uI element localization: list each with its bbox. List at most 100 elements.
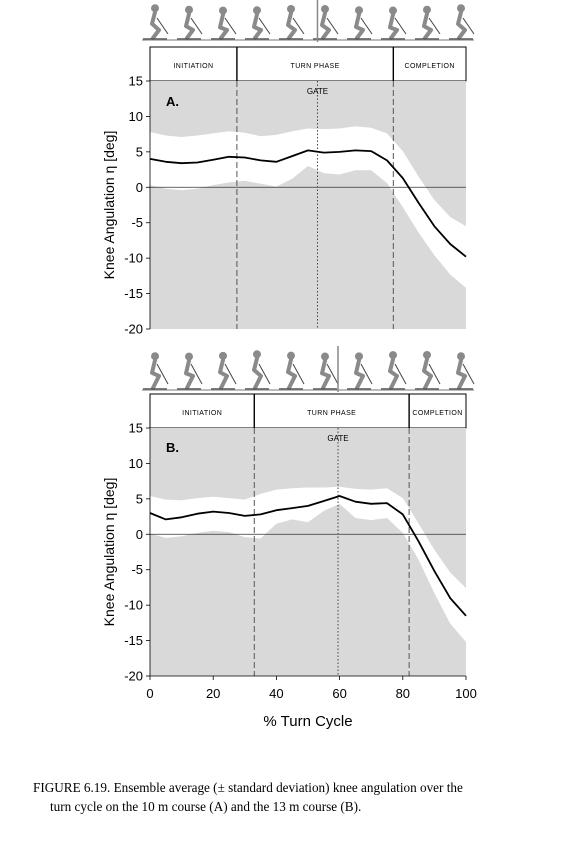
- y-tick-label: -20: [124, 322, 143, 337]
- skier-figure: [177, 352, 203, 390]
- skier-body: [456, 358, 467, 390]
- y-tick-label: -5: [131, 562, 143, 577]
- skier-head: [457, 352, 465, 361]
- ski-pole: [462, 17, 475, 35]
- ski-pole: [156, 17, 169, 35]
- skier-body: [354, 358, 365, 390]
- x-tick-label: 80: [396, 686, 410, 701]
- skier-body: [354, 12, 365, 40]
- ski-pole: [394, 17, 407, 35]
- skier-head: [287, 351, 295, 360]
- ski-pole: [428, 363, 441, 385]
- skier-figure: [245, 6, 271, 40]
- ski-pole: [326, 363, 339, 385]
- chart-panel-a: INITIATION TURN PHASE COMPLETION GATE A. 15 10…: [101, 46, 467, 337]
- skier-figure: [177, 5, 203, 40]
- ski-pole: [224, 363, 237, 385]
- skier-body: [456, 10, 467, 40]
- y-tick-label: 5: [136, 491, 143, 506]
- phase-label: COMPLETION: [412, 410, 462, 417]
- figure: INITIATION TURN PHASE COMPLETION GATE A. 15 10…: [101, 0, 477, 730]
- skier-figure: [381, 351, 407, 390]
- phase-label: TURN PHASE: [291, 63, 340, 70]
- skier-body: [252, 12, 263, 40]
- skier-figure: [381, 6, 407, 40]
- y-tick-label: 10: [129, 109, 143, 124]
- skier-figure: [245, 350, 271, 390]
- y-tick-label: 5: [136, 144, 143, 159]
- y-tick-label: 15: [129, 74, 143, 89]
- phase-header: [149, 393, 467, 429]
- skier-body: [422, 356, 433, 390]
- skier-head: [253, 350, 261, 359]
- ski-pole: [156, 363, 169, 385]
- gate-label: GATE: [307, 87, 328, 96]
- ski-pole: [292, 17, 305, 35]
- ski-pole: [190, 363, 203, 385]
- ski-pole: [394, 363, 407, 385]
- skier-figure: [143, 352, 169, 390]
- skier-body: [184, 11, 195, 40]
- skier-head: [185, 352, 193, 361]
- x-tick-label: 20: [206, 686, 220, 701]
- gate-label: GATE: [327, 434, 348, 443]
- phase-label: COMPLETION: [405, 63, 455, 70]
- chart-panel-b: INITIATION TURN PHASE COMPLETION GATE B. 15 10…: [101, 393, 477, 730]
- y-axis-label: Knee Angulation η [deg]: [101, 131, 117, 280]
- skier-figure: [313, 352, 339, 390]
- y-tick-label: -10: [124, 598, 143, 613]
- ski-pole: [428, 17, 441, 35]
- std-deviation-band: [150, 126, 466, 288]
- mean-line: [149, 495, 467, 617]
- skier-head: [219, 351, 227, 360]
- knee-angulation-chart: INITIATION TURN PHASE COMPLETION GATE A. 15 10…: [101, 0, 477, 730]
- phase-label: INITIATION: [173, 63, 213, 70]
- skier-figure: [143, 4, 169, 40]
- skier-body: [218, 357, 229, 390]
- skier-body: [184, 358, 195, 390]
- skier-body: [150, 358, 161, 390]
- ski-pole: [258, 363, 271, 385]
- y-tick-label: -15: [124, 633, 143, 648]
- skier-body: [252, 356, 263, 390]
- skier-head: [423, 5, 431, 14]
- skier-body: [422, 11, 433, 40]
- y-tick-label: -10: [124, 251, 143, 266]
- skier-head: [185, 5, 193, 14]
- skier-head: [389, 6, 397, 15]
- ski-pole: [258, 17, 271, 35]
- skier-head: [287, 5, 295, 14]
- panel-label: B.: [166, 440, 179, 455]
- skier-body: [388, 12, 399, 40]
- skier-head: [355, 6, 363, 15]
- ski-pole: [462, 363, 475, 385]
- y-tick-label: 0: [136, 180, 143, 195]
- skier-head: [321, 5, 329, 14]
- ski-pole: [292, 363, 305, 385]
- skier-figure: [415, 5, 441, 40]
- skier-head: [151, 352, 159, 361]
- mean-line: [149, 149, 467, 258]
- phase-label: INITIATION: [182, 410, 222, 417]
- skier-body: [150, 10, 161, 40]
- y-tick-label: -5: [131, 215, 143, 230]
- skier-figure: [415, 350, 441, 390]
- skier-figure: [211, 6, 237, 40]
- skier-figure: [211, 351, 237, 390]
- skier-body: [286, 11, 297, 40]
- phase-header: [149, 46, 467, 82]
- skier-head: [423, 350, 431, 359]
- x-axis-label: % Turn Cycle: [263, 713, 352, 730]
- y-tick-label: -20: [124, 669, 143, 684]
- y-tick-label: 0: [136, 527, 143, 542]
- y-tick-label: 10: [129, 456, 143, 471]
- x-tick-label: 60: [332, 686, 346, 701]
- figure-caption: FIGURE 6.19. Ensemble average (± standar…: [33, 778, 581, 816]
- skier-sequence-illustration: [142, 0, 475, 42]
- skier-sequence-illustration: [142, 346, 475, 392]
- skier-figure: [449, 352, 475, 390]
- skier-head: [355, 352, 363, 361]
- ski-pole: [360, 363, 373, 385]
- skier-head: [457, 4, 465, 13]
- std-deviation-band: [150, 486, 466, 642]
